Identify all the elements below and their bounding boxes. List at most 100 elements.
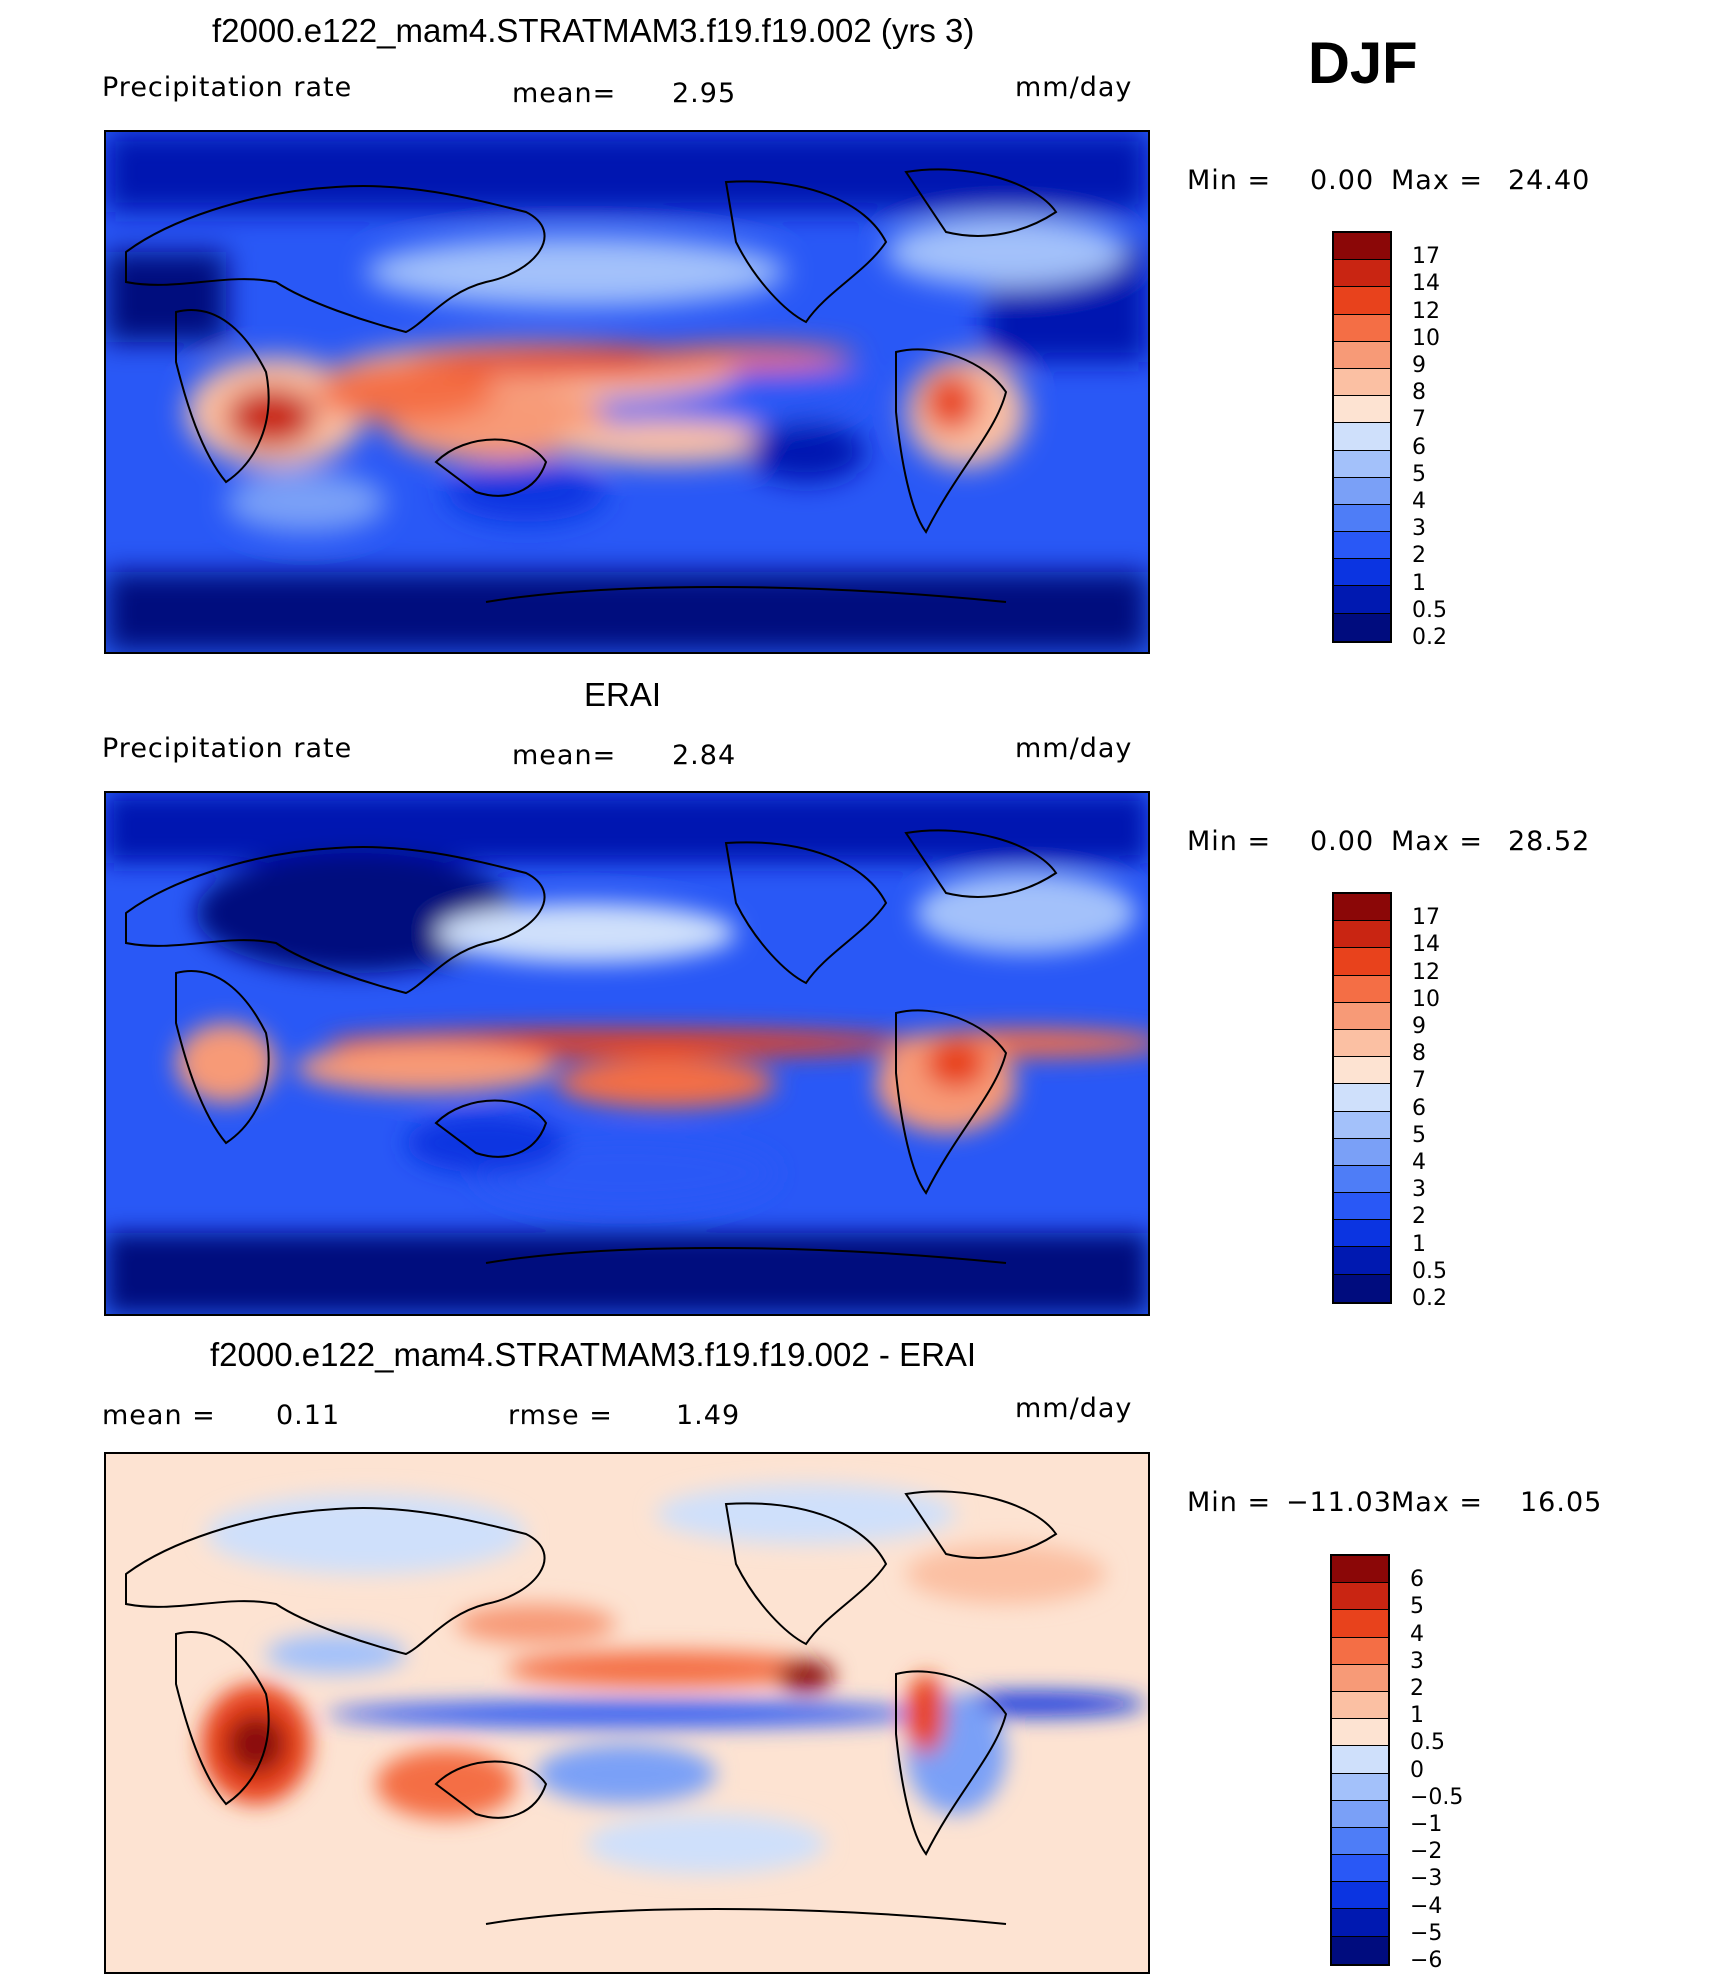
colorbar-segment <box>1334 341 1390 369</box>
panel-1-max-value: 24.40 <box>1508 165 1591 196</box>
panel-2-min-value: 0.00 <box>1310 826 1375 857</box>
panel-3-min-label: Min = <box>1187 1487 1272 1518</box>
panel-3-min-value: −11.03 <box>1286 1487 1392 1518</box>
colorbar-tick-label: 0.5 <box>1412 1258 1447 1284</box>
colorbar-tick-label: 6 <box>1410 1567 1424 1593</box>
colorbar-segment <box>1334 1057 1390 1085</box>
colorbar-tick-label: 4 <box>1412 489 1426 514</box>
colorbar-segment <box>1334 1138 1390 1166</box>
colorbar-segment <box>1332 1773 1388 1801</box>
colorbar-tick-label: 0.2 <box>1412 1286 1447 1311</box>
colorbar-tick-label: 3 <box>1412 1177 1426 1203</box>
colorbar-segment <box>1332 1691 1388 1720</box>
colorbar-tick-label: 10 <box>1412 986 1440 1012</box>
colorbar-tick-label: −0.5 <box>1410 1784 1464 1810</box>
panel-3-colorbar <box>1330 1554 1390 1966</box>
colorbar-tick-label: 2 <box>1412 543 1426 569</box>
panel-2-mean-label: mean= <box>512 740 617 771</box>
colorbar-tick-label: 0 <box>1410 1757 1424 1783</box>
colorbar-tick-label: 2 <box>1410 1676 1424 1701</box>
panel-1-units: mm/day <box>1015 72 1133 103</box>
panel-3-title: f2000.e122_mam4.STRATMAM3.f19.f19.002 - … <box>210 1336 977 1373</box>
panel-1-variable-label: Precipitation rate <box>102 72 353 103</box>
panel-3-rmse-label: rmse = <box>508 1400 613 1431</box>
panel-1-mean-label: mean= <box>512 78 617 109</box>
panel-2-min-label: Min = <box>1187 826 1272 857</box>
colorbar-segment <box>1332 1936 1388 1964</box>
panel-1-max-label: Max = <box>1391 165 1484 196</box>
colorbar-segment <box>1334 948 1390 976</box>
colorbar-tick-label: −1 <box>1410 1812 1443 1837</box>
panel-2-mean-value: 2.84 <box>672 740 737 771</box>
colorbar-tick-label: 4 <box>1412 1150 1426 1175</box>
panel-2-map-field <box>106 793 1148 1314</box>
panel-1-min-label: Min = <box>1187 165 1272 196</box>
colorbar-segment <box>1334 613 1390 641</box>
colorbar-segment <box>1334 504 1390 533</box>
panel-2-max-value: 28.52 <box>1508 826 1591 857</box>
panel-2-units: mm/day <box>1015 733 1133 764</box>
colorbar-tick-label: 1 <box>1412 570 1426 596</box>
colorbar-tick-label: 0.5 <box>1412 597 1447 623</box>
colorbar-segment <box>1332 1637 1388 1665</box>
panel-2-colorbar <box>1332 892 1392 1304</box>
panel-3-map <box>104 1452 1150 1974</box>
panel-3-max-value: 16.05 <box>1520 1487 1603 1518</box>
panel-1-title: f2000.e122_mam4.STRATMAM3.f19.f19.002 (y… <box>212 12 975 49</box>
colorbar-tick-label: 9 <box>1412 353 1426 378</box>
colorbar-tick-label: −3 <box>1410 1866 1443 1892</box>
colorbar-tick-label: 4 <box>1410 1621 1424 1647</box>
panel-3-rmse-value: 1.49 <box>676 1400 741 1431</box>
season-label: DJF <box>1308 31 1418 96</box>
colorbar-segment <box>1332 1664 1388 1692</box>
colorbar-segment <box>1334 1111 1390 1139</box>
colorbar-segment <box>1334 1084 1390 1112</box>
colorbar-tick-label: 10 <box>1412 325 1440 351</box>
panel-3-max-label: Max = <box>1391 1487 1484 1518</box>
colorbar-segment <box>1334 233 1390 261</box>
colorbar-segment <box>1334 423 1390 451</box>
colorbar-segment <box>1332 1855 1388 1883</box>
colorbar-tick-label: 3 <box>1410 1648 1424 1674</box>
colorbar-segment <box>1332 1610 1388 1638</box>
panel-1-min-value: 0.00 <box>1310 165 1375 196</box>
colorbar-segment <box>1334 314 1390 342</box>
colorbar-tick-label: 6 <box>1412 1095 1426 1121</box>
colorbar-segment <box>1334 1193 1390 1221</box>
colorbar-segment <box>1332 1556 1388 1584</box>
colorbar-tick-label: 1 <box>1410 1703 1424 1729</box>
colorbar-tick-label: −6 <box>1410 1948 1443 1973</box>
colorbar-tick-label: 17 <box>1412 244 1440 270</box>
colorbar-segment <box>1332 1746 1388 1774</box>
panel-1-map <box>104 130 1150 654</box>
colorbar-tick-label: −4 <box>1410 1893 1443 1919</box>
panel-3-coastlines <box>125 1490 1058 1925</box>
colorbar-tick-label: 12 <box>1412 959 1440 985</box>
colorbar-segment <box>1334 921 1390 949</box>
panel-2-title: ERAI <box>584 676 662 713</box>
colorbar-tick-label: 3 <box>1412 516 1426 542</box>
colorbar-tick-label: 12 <box>1412 298 1440 324</box>
panel-3-map-field <box>106 1454 1148 1972</box>
colorbar-tick-label: 8 <box>1412 1041 1426 1067</box>
colorbar-tick-label: 8 <box>1412 380 1426 406</box>
panel-2-map <box>104 791 1150 1316</box>
panel-2-max-label: Max = <box>1391 826 1484 857</box>
colorbar-segment <box>1334 368 1390 397</box>
panel-3-units: mm/day <box>1015 1393 1133 1424</box>
panel-1-mean-value: 2.95 <box>672 78 737 109</box>
colorbar-tick-label: 7 <box>1412 1068 1426 1094</box>
colorbar-tick-label: 6 <box>1412 434 1426 460</box>
colorbar-segment <box>1332 1827 1388 1856</box>
colorbar-segment <box>1332 1800 1388 1828</box>
colorbar-segment <box>1334 450 1390 478</box>
colorbar-tick-label: 14 <box>1412 932 1440 958</box>
colorbar-tick-label: 0.5 <box>1410 1730 1445 1756</box>
colorbar-tick-label: 5 <box>1412 1122 1426 1148</box>
colorbar-tick-label: 1 <box>1412 1231 1426 1257</box>
panel-3-mean-value: 0.11 <box>276 1400 341 1431</box>
colorbar-segment <box>1332 1583 1388 1611</box>
colorbar-tick-label: −5 <box>1410 1920 1443 1946</box>
colorbar-tick-label: 5 <box>1412 461 1426 487</box>
colorbar-tick-label: −2 <box>1410 1839 1443 1865</box>
